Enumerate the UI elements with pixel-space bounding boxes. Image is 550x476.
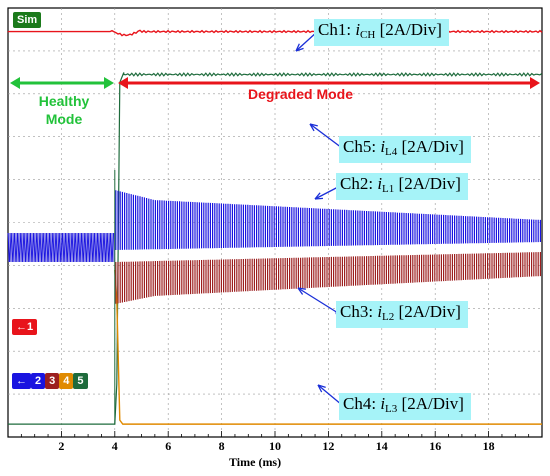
healthy-line-1: Healthy: [38, 93, 90, 109]
callout-ch4-var: i: [380, 394, 386, 413]
callout-ch1-sub: CH: [360, 29, 376, 41]
callout-ch1: Ch1: iCH [2A/Div]: [314, 19, 449, 46]
series-ch3-band: [115, 252, 541, 304]
x-tick-label: 8: [219, 439, 225, 453]
callout-ch4-suffix: [2A/Div]: [397, 394, 464, 413]
x-tick-label: 6: [165, 439, 171, 453]
callout-ch4-prefix: Ch4:: [343, 394, 381, 413]
healthy-mode-arrow-head-left: [10, 77, 20, 89]
group-arrow: ←: [12, 373, 31, 389]
group-ch2: 2: [31, 373, 46, 389]
pointer-ch2-head: [314, 192, 324, 200]
series-ch1-line: [7, 29, 543, 37]
x-tick-label: 18: [483, 439, 495, 453]
x-tick-label: 10: [269, 439, 281, 453]
callout-ch5: Ch5: iL4 [2A/Div]: [339, 136, 471, 163]
callout-ch5-suffix: [2A/Div]: [397, 137, 464, 156]
x-tick-label: 12: [322, 439, 334, 453]
healthy-line-2: Mode: [45, 111, 83, 127]
callout-ch2: Ch2: iL1 [2A/Div]: [336, 173, 468, 200]
callout-ch4-sub: L3: [385, 403, 398, 415]
callout-ch3-prefix: Ch3:: [340, 302, 378, 321]
callout-ch5-prefix: Ch5:: [343, 137, 381, 156]
callout-ch5-sub: L4: [385, 146, 398, 158]
pointer-ch1-head: [295, 43, 304, 52]
callout-ch4: Ch4: iL3 [2A/Div]: [339, 393, 471, 420]
x-tick-label: 14: [376, 439, 388, 453]
ch1-marker-badge: ←1: [12, 319, 38, 335]
group-ch4: 4: [59, 373, 74, 389]
pointer-ch3-head: [297, 287, 307, 295]
series-ch2-band: [115, 190, 541, 250]
callout-ch1-suffix: [2A/Div]: [375, 20, 442, 39]
x-tick-label: 16: [429, 439, 441, 453]
group-ch3: 3: [45, 373, 60, 389]
callout-ch2-sub: L1: [382, 183, 395, 195]
callout-ch3-var: i: [377, 302, 383, 321]
callout-ch1-prefix: Ch1:: [318, 20, 356, 39]
pointer-ch4-head: [317, 384, 326, 393]
series-ch5-line: [8, 72, 543, 425]
x-tick-label: 2: [58, 439, 64, 453]
group-ch5: 5: [73, 373, 88, 389]
pointer-ch2-line: [314, 185, 341, 200]
sim-badge: Sim: [13, 12, 42, 28]
pointer-ch5-line: [309, 123, 343, 149]
callout-ch2-var: i: [377, 174, 383, 193]
healthy-mode-label: Healthy Mode: [20, 92, 108, 128]
callout-ch3: Ch3: iL2 [2A/Div]: [336, 301, 468, 328]
x-tick-label: 4: [112, 439, 118, 453]
degraded-mode-label: Degraded Mode: [248, 86, 354, 102]
pre-event-band-lines: [7, 232, 115, 263]
callout-ch2-prefix: Ch2:: [340, 174, 378, 193]
healthy-mode-arrow-head-right: [104, 77, 114, 89]
degraded-mode-arrow-head-left: [118, 77, 128, 89]
pointer-ch4-line: [317, 384, 343, 406]
callout-ch1-var: i: [355, 20, 361, 39]
degraded-mode-arrow-head-right: [530, 77, 540, 89]
channel-group-badge: ← 2 3 4 5: [12, 373, 88, 389]
callout-ch2-suffix: [2A/Div]: [394, 174, 461, 193]
callout-ch3-suffix: [2A/Div]: [394, 302, 461, 321]
pointer-ch3-line: [297, 287, 339, 314]
x-axis-label: Time (ms): [229, 455, 282, 469]
callout-ch3-sub: L2: [382, 311, 395, 323]
callout-ch5-var: i: [380, 137, 386, 156]
pointer-ch5-head: [309, 123, 318, 132]
